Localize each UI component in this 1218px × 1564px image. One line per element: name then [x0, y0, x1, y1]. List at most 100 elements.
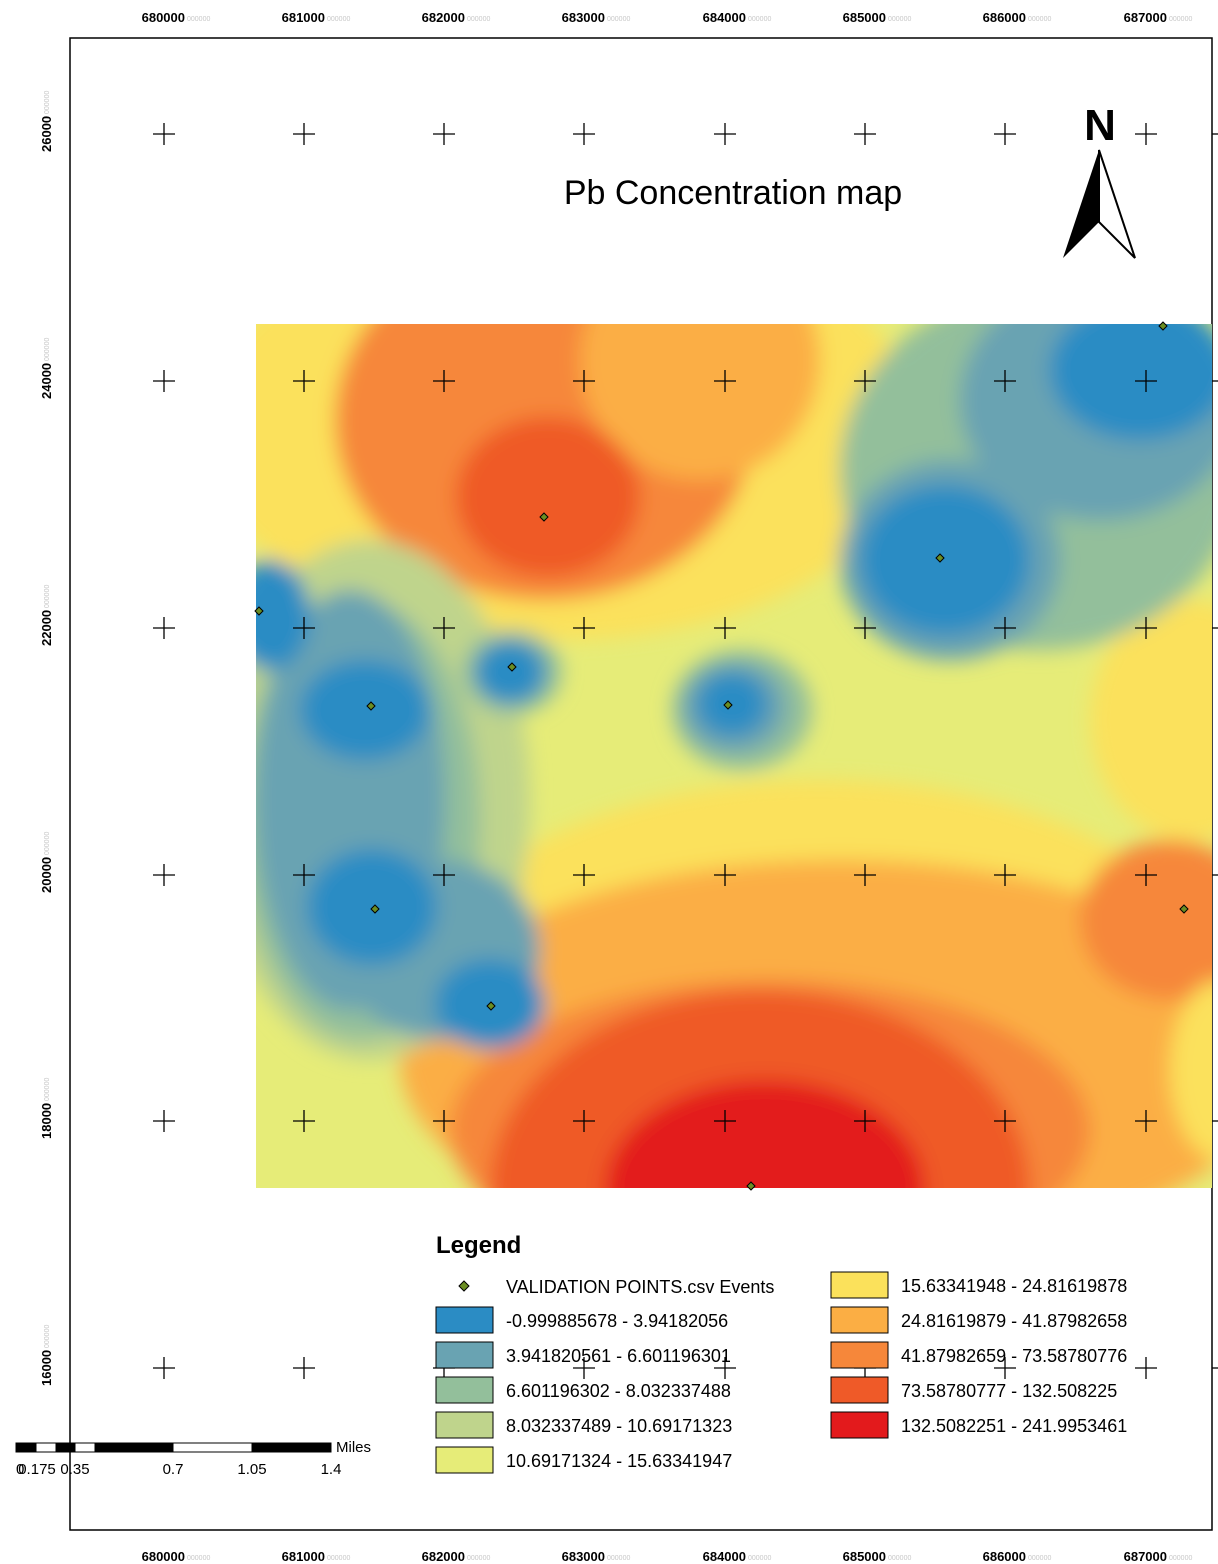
grid-cross: [433, 1110, 455, 1132]
x-tick-label-top: 687000: [1124, 10, 1167, 25]
grid-cross: [854, 617, 876, 639]
legend-class-label: -0.999885678 - 3.94182056: [506, 1311, 728, 1331]
legend-swatch: [830, 1376, 889, 1404]
grid-cross: [714, 617, 736, 639]
grid-cross: [573, 370, 595, 392]
x-tick-suffix: 000000: [1169, 1555, 1192, 1562]
x-tick-suffix: 000000: [1028, 16, 1051, 23]
x-tick-label-top: 683000: [562, 10, 605, 25]
validation-point: [486, 1001, 496, 1011]
scale-segment: [15, 1442, 37, 1453]
band-blue-c2: [697, 672, 767, 736]
x-tick-label-top: 685000: [843, 10, 886, 25]
validation-point: [935, 553, 945, 563]
grid-cross: [994, 1357, 1016, 1379]
legend-class-label: 10.69171324 - 15.63341947: [506, 1451, 732, 1471]
band-blue-ne: [1050, 324, 1212, 440]
legend-swatch: [435, 1411, 494, 1439]
legend-swatch: [435, 1341, 494, 1369]
band-orange-north-2: [580, 324, 820, 480]
legend-class-label: 8.032337489 - 10.69171323: [506, 1416, 732, 1436]
grid-cross: [433, 370, 455, 392]
legend-swatch: [435, 1446, 494, 1474]
grid-cross: [1135, 123, 1157, 145]
grid-cross: [714, 1110, 736, 1132]
legend-class-label: 73.58780777 - 132.508225: [901, 1381, 1117, 1401]
x-tick-suffix: 000000: [888, 1555, 911, 1562]
scale-label: 0.7: [163, 1461, 184, 1478]
legend-class-label: 3.941820561 - 6.601196301: [506, 1346, 731, 1366]
scale-segment: [74, 1442, 96, 1453]
map-title: Pb Concentration map: [564, 174, 902, 212]
legend-swatch: [830, 1271, 889, 1299]
grid-cross: [573, 1110, 595, 1132]
grid-cross: [994, 864, 1016, 886]
x-tick-label-bottom: 685000: [843, 1549, 886, 1564]
scale-bar-labels: 00.175 0.35 0.7 1.05 1.4: [16, 1461, 341, 1478]
x-tick-suffix: 000000: [607, 16, 630, 23]
validation-point: [507, 662, 517, 672]
validation-point: [370, 904, 380, 914]
band-orange-east: [1080, 840, 1212, 1000]
grid-cross: [573, 617, 595, 639]
band-hot-north: [456, 417, 640, 577]
y-tick-label: 26000: [39, 116, 54, 152]
grid-cross: [293, 1357, 315, 1379]
concentration-surface: [256, 324, 1212, 1188]
grid-cross: [994, 370, 1016, 392]
band-blue-ne-2: [860, 485, 1030, 635]
validation-point: [366, 701, 376, 711]
legend-points-label: VALIDATION POINTS.csv Events: [506, 1277, 774, 1297]
validation-points: [254, 321, 1189, 1191]
scale-segment: [172, 1442, 253, 1453]
scale-bar-segments: [15, 1442, 332, 1453]
grid-cross: [854, 370, 876, 392]
x-tick-suffix: 000000: [888, 16, 911, 23]
y-tick-suffix: 000000: [44, 1078, 51, 1101]
validation-point: [254, 606, 264, 616]
scale-label: 0: [16, 1461, 24, 1478]
y-tick-label: 22000: [39, 610, 54, 646]
grid-cross: [1135, 1110, 1157, 1132]
north-arrow-right-half: [1098, 149, 1136, 259]
band-yellow-east: [1170, 981, 1212, 1159]
grid-cross: [293, 617, 315, 639]
scale-label: 0.35: [60, 1461, 89, 1478]
x-tick-label-bottom: 683000: [562, 1549, 605, 1564]
scale-segment: [251, 1442, 332, 1453]
grid-cross: [714, 370, 736, 392]
x-tick-label-bottom: 684000: [703, 1549, 746, 1564]
y-tick-label: 24000: [39, 363, 54, 399]
grid-cross: [854, 123, 876, 145]
band-blue-c1: [474, 640, 546, 704]
legend-swatch: [830, 1306, 889, 1334]
legend-class-label: 6.601196302 - 8.032337488: [506, 1381, 731, 1401]
grid-cross: [714, 1357, 736, 1379]
y-tick-label: 18000: [39, 1103, 54, 1139]
y-tick-suffix: 000000: [44, 832, 51, 855]
grid-cross: [433, 123, 455, 145]
y-tick-suffix: 000000: [44, 585, 51, 608]
grid-cross: [994, 617, 1016, 639]
grid-cross: [153, 864, 175, 886]
grid-cross: [153, 370, 175, 392]
north-arrow-left-half: [1063, 150, 1099, 258]
north-arrow: N: [1063, 101, 1136, 259]
grid-cross: [714, 864, 736, 886]
scale-label: 1.05: [237, 1461, 266, 1478]
x-tick-suffix: 000000: [607, 1555, 630, 1562]
x-tick-suffix: 000000: [1169, 16, 1192, 23]
legend-title: Legend: [436, 1232, 521, 1259]
x-tick-suffix: 000000: [187, 16, 210, 23]
legend-classes: -0.999885678 - 3.94182056 3.941820561 - 6…: [435, 1271, 1127, 1474]
grid-cross: [1135, 864, 1157, 886]
y-tick-suffix: 000000: [44, 1325, 51, 1348]
grid-cross: [573, 1357, 595, 1379]
x-tick-suffix: 000000: [327, 16, 350, 23]
scale-segment: [55, 1442, 76, 1453]
grid-cross: [433, 617, 455, 639]
x-tick-suffix: 000000: [467, 16, 490, 23]
grid-cross: [1135, 370, 1157, 392]
